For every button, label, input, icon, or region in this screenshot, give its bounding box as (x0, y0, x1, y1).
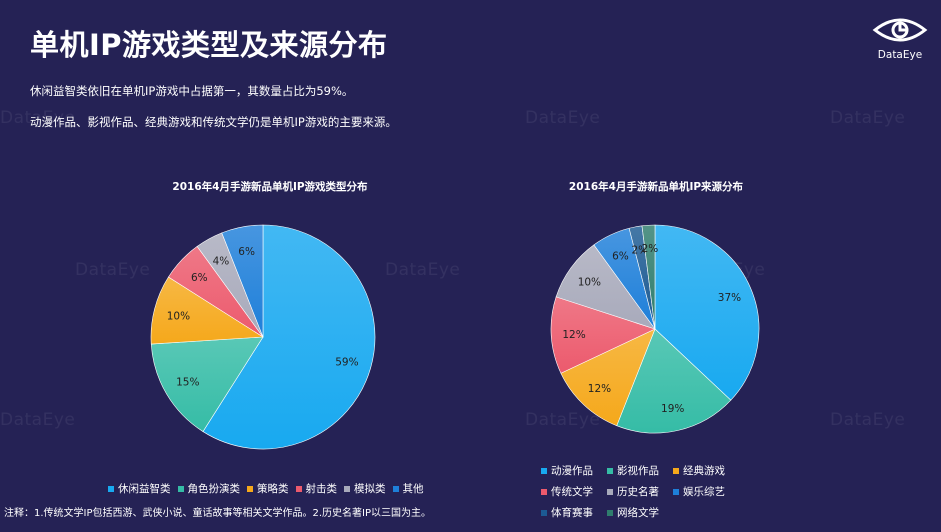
legend-swatch (607, 488, 613, 495)
legend-swatch (295, 485, 302, 492)
legend-label: 经典游戏 (683, 465, 725, 477)
pie-data-label: 10% (578, 276, 601, 288)
description-line-1: 休闲益智类依旧在单机IP游戏中占据第一，其数量占比为59%。 (30, 84, 354, 98)
pie-data-label: 10% (167, 310, 190, 322)
pie-data-label: 2% (631, 244, 648, 256)
pie-slice-1 (616, 328, 732, 434)
pie-data-label: 19% (661, 403, 684, 415)
chart-title-type: 2016年4月手游新品单机IP游戏类型分布 (172, 181, 368, 193)
dataeye-logo: DataEye (872, 16, 928, 61)
legend-item: 影视作品 (607, 463, 669, 478)
pie-slice-0 (654, 224, 760, 401)
legend-item: 网络文学 (607, 505, 669, 520)
pie-chart-source: 37%19%12%12%10%6%2%2% (550, 224, 760, 434)
eye-icon (872, 18, 928, 42)
footnote: 注释：1.传统文学IP包括西游、武侠小说、童话故事等相关文学作品。2.历史名著I… (4, 508, 432, 519)
pie-data-label: 12% (588, 383, 611, 395)
pie-data-label: 15% (176, 376, 199, 388)
pie-data-label: 6% (238, 246, 255, 258)
legend-item: 经典游戏 (673, 463, 735, 478)
legend-label: 休闲益智类 (118, 483, 171, 495)
legend-label: 角色扮演类 (187, 483, 241, 495)
pie-slice-5 (221, 224, 264, 338)
legend-label: 其他 (402, 483, 424, 495)
legend-swatch (607, 467, 613, 474)
pie-data-label: 6% (191, 272, 208, 284)
legend-item: 策略类 (247, 481, 289, 496)
chart-title-source: 2016年4月手游新品单机IP来源分布 (568, 181, 744, 193)
watermark: DataEye (0, 108, 76, 128)
legend-type: 休闲益智类 角色扮演类 策略类 射击类 模拟类 其他 (108, 481, 431, 496)
legend-swatch (392, 485, 399, 492)
legend-swatch (108, 485, 114, 492)
watermark: DataEye (0, 410, 76, 430)
legend-swatch (673, 467, 679, 474)
legend-label: 娱乐综艺 (683, 486, 725, 498)
watermark: DataEye (525, 410, 601, 430)
legend-item: 传统文学 (541, 484, 603, 499)
legend-swatch (541, 509, 547, 516)
legend-label: 历史名著 (617, 486, 659, 498)
legend-item: 休闲益智类 (108, 481, 171, 496)
legend-swatch (607, 509, 613, 516)
description-line-2: 动漫作品、影视作品、经典游戏和传统文学仍是单机IP游戏的主要来源。 (30, 115, 397, 129)
legend-label: 网络文学 (617, 507, 659, 519)
legend-item: 体育赛事 (541, 505, 603, 520)
legend-swatch (177, 485, 184, 492)
logo-text: DataEye (877, 49, 923, 61)
watermark: DataEye (830, 108, 906, 128)
legend-swatch (673, 488, 679, 495)
page-title: 单机IP游戏类型及来源分布 (30, 28, 388, 62)
legend-item: 历史名著 (607, 484, 669, 499)
watermark: DataEye (525, 108, 601, 128)
legend-label: 影视作品 (617, 465, 659, 477)
pie-slice-2 (560, 328, 656, 427)
legend-label: 射击类 (305, 483, 338, 495)
legend-item: 娱乐综艺 (673, 484, 735, 499)
pie-data-label: 12% (562, 329, 585, 341)
pie-data-label: 6% (612, 251, 629, 263)
legend-label: 体育赛事 (551, 507, 593, 519)
legend-swatch (247, 485, 253, 492)
legend-item: 角色扮演类 (177, 481, 241, 496)
pie-slice-0 (202, 224, 376, 450)
pie-chart-type: 59% 15% 10% 6% 4% 6% (150, 224, 376, 450)
pie-data-label: 59% (335, 356, 358, 368)
legend-item: 其他 (392, 481, 424, 496)
pie-data-label: 37% (718, 292, 741, 304)
pie-data-label: 2% (642, 243, 659, 255)
legend-label: 策略类 (257, 483, 289, 495)
pie-slice-1 (150, 336, 264, 432)
pie-slice-7 (641, 224, 656, 330)
legend-item: 动漫作品 (541, 463, 603, 478)
legend-swatch (541, 488, 547, 495)
watermark: DataEye (830, 410, 906, 430)
legend-item: 射击类 (295, 481, 338, 496)
legend-label: 模拟类 (354, 483, 386, 495)
legend-label: 传统文学 (551, 486, 593, 498)
legend-swatch (541, 467, 547, 474)
pie-data-label: 4% (213, 255, 230, 267)
watermark: DataEye (385, 260, 461, 280)
legend-label: 动漫作品 (551, 465, 593, 477)
legend-item: 模拟类 (344, 481, 386, 496)
legend-source: 动漫作品 影视作品 经典游戏传统文学 历史名著 娱乐综艺体育赛事 网络文学 (541, 463, 801, 526)
watermark: DataEye (75, 260, 151, 280)
pie-slice-3 (550, 296, 656, 374)
legend-swatch (344, 485, 350, 492)
